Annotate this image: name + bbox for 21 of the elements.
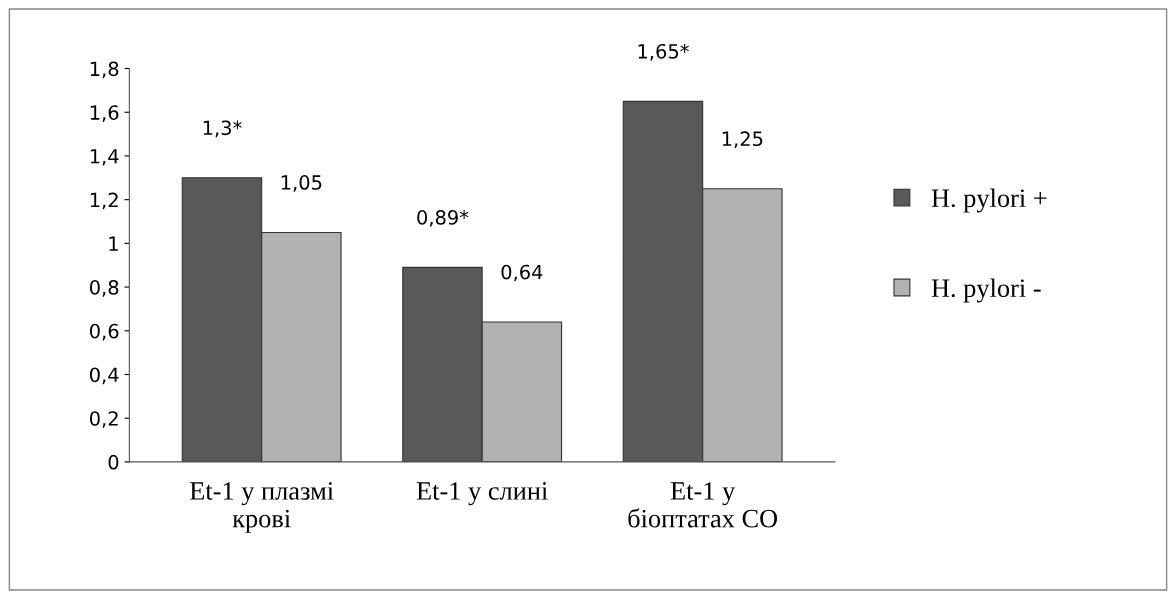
y-tick-label: 1,8 bbox=[90, 61, 119, 79]
data-label: 1,05 bbox=[281, 175, 322, 192]
y-tick-label: 1,6 bbox=[90, 105, 119, 122]
data-label: 1,25 bbox=[722, 131, 763, 149]
data-label: 1,3* bbox=[203, 120, 242, 138]
y-tick-label: 0,2 bbox=[90, 411, 118, 428]
x-tick-label: Et-1 у плазмі крові bbox=[189, 482, 334, 533]
y-tick-label: 1 bbox=[109, 236, 118, 251]
legend-label: H. pylori - bbox=[931, 278, 1041, 303]
y-tick-label: 0,4 bbox=[90, 367, 119, 385]
data-label: 1,65* bbox=[638, 43, 689, 61]
data-label: 0,89* bbox=[417, 210, 469, 227]
x-tick-label: Et-1 у слині bbox=[416, 482, 548, 506]
y-tick-label: 0,8 bbox=[90, 280, 119, 297]
y-tick-label: 0 bbox=[108, 454, 119, 470]
data-label: 0,64 bbox=[501, 264, 543, 282]
y-tick-label: 1,2 bbox=[90, 192, 118, 210]
x-tick-label: Et-1 у біоптатах СО bbox=[628, 482, 778, 528]
y-tick-label: 0,6 bbox=[90, 323, 119, 341]
legend-label: H. pylori + bbox=[931, 188, 1047, 213]
y-tick-label: 1,4 bbox=[90, 149, 119, 166]
